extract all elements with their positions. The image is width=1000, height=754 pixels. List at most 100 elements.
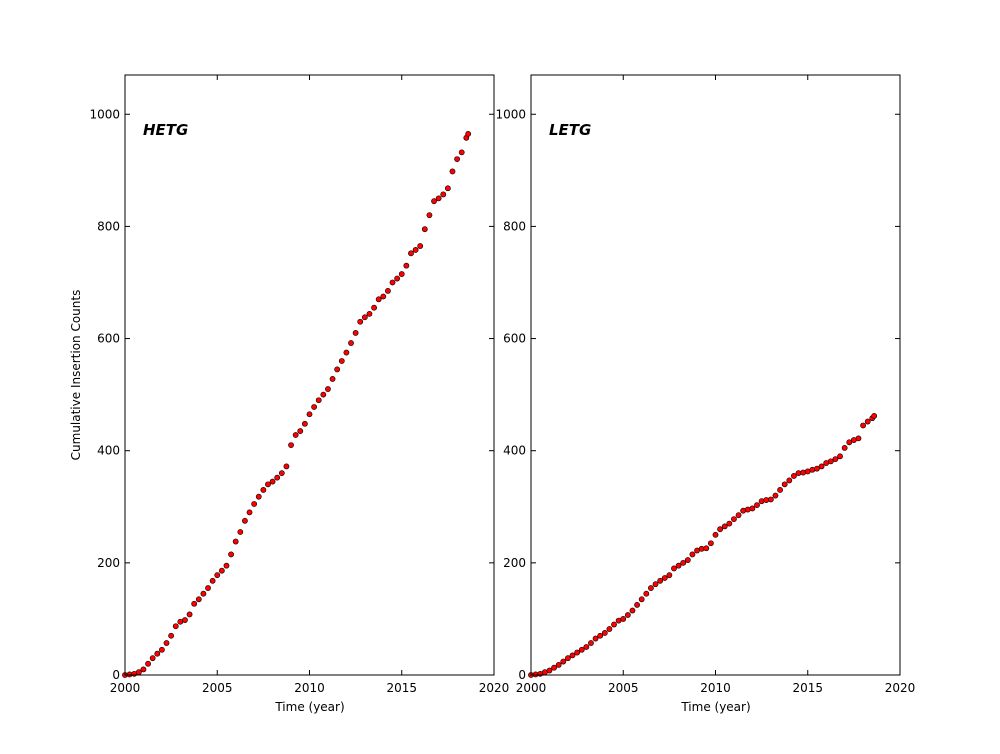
data-point (661, 575, 668, 581)
data-point (551, 664, 557, 671)
data-point (791, 473, 797, 479)
data-point (855, 435, 862, 442)
data-point (352, 330, 359, 336)
data-point (546, 667, 553, 674)
data-point (426, 212, 433, 219)
data-point (251, 501, 258, 507)
data-point (871, 413, 878, 419)
data-point (195, 596, 202, 603)
x-tick-label: 2000 (516, 681, 547, 695)
y-tick-label: 0 (518, 668, 526, 682)
data-point (163, 640, 170, 646)
data-point (827, 458, 834, 465)
data-point (246, 509, 253, 516)
data-point (440, 191, 447, 198)
data-point (818, 463, 825, 470)
data-point (652, 581, 659, 588)
data-point (288, 442, 294, 448)
data-point (449, 168, 456, 175)
data-point (158, 646, 165, 653)
x-tick-label: 2000 (110, 681, 141, 695)
x-tick-label: 2020 (885, 681, 916, 695)
data-point (814, 465, 820, 472)
data-point (255, 493, 262, 500)
data-point (583, 644, 590, 650)
y-tick-label: 1000 (495, 107, 526, 121)
data-point (634, 602, 640, 608)
data-point (366, 310, 373, 317)
data-point (325, 386, 331, 392)
data-point (205, 585, 211, 591)
data-point (398, 271, 405, 277)
data-point (394, 275, 401, 282)
data-point (348, 340, 354, 346)
data-point (140, 666, 147, 673)
data-point (135, 669, 142, 676)
data-point (560, 658, 567, 665)
data-point (675, 562, 682, 569)
data-point (712, 531, 719, 538)
data-point (408, 250, 414, 257)
data-point (731, 516, 737, 523)
data-point (629, 607, 636, 614)
data-point (749, 505, 756, 512)
y-tick-label: 0 (112, 668, 120, 682)
data-point (735, 512, 742, 519)
data-point (297, 428, 304, 434)
data-point (389, 279, 396, 286)
panel-hetg: HETG Time (year) Cumulative Insertion Co… (69, 74, 510, 714)
data-point (772, 492, 779, 499)
data-point (454, 156, 460, 163)
data-point (172, 623, 179, 630)
data-point (145, 660, 151, 667)
data-point (385, 287, 391, 294)
data-point (671, 565, 677, 572)
y-tick-label: 800 (503, 219, 526, 233)
data-point (767, 496, 774, 503)
data-point (601, 630, 608, 636)
data-point (269, 478, 276, 485)
data-point (754, 502, 760, 508)
y-tick-label: 200 (97, 556, 120, 570)
data-point (777, 487, 783, 493)
x-tick-label: 2015 (386, 681, 417, 695)
data-point (371, 304, 377, 311)
data-point (218, 567, 225, 574)
data-point (832, 456, 839, 463)
x-tick-label: 2020 (479, 681, 510, 695)
x-tick-label: 2005 (608, 681, 639, 695)
data-point (620, 616, 627, 622)
data-point (611, 621, 617, 628)
data-point (431, 198, 437, 205)
data-point (781, 481, 788, 488)
data-point (624, 612, 631, 618)
data-point (555, 662, 562, 668)
y-tick-label: 600 (503, 332, 526, 346)
data-point (458, 149, 465, 156)
x-tick-label: 2010 (294, 681, 325, 695)
data-point (361, 314, 368, 321)
data-point (703, 545, 710, 552)
data-point (574, 649, 581, 656)
data-point (265, 481, 271, 488)
data-point (841, 444, 848, 451)
data-point (214, 572, 221, 579)
data-point (592, 635, 599, 642)
data-point (154, 650, 161, 657)
y-tick-label: 400 (503, 444, 526, 458)
data-point (311, 404, 318, 410)
data-point (223, 562, 230, 569)
data-point (375, 296, 382, 303)
panel-title: HETG (143, 121, 188, 139)
y-tick-label: 600 (97, 332, 120, 346)
data-point (334, 366, 341, 373)
data-point (578, 646, 585, 653)
y-axis-label: Cumulative Insertion Counts (69, 290, 83, 461)
data-point (380, 293, 387, 300)
data-point (707, 540, 714, 547)
data-point (680, 559, 687, 566)
x-axis-label: Time (year) (680, 700, 750, 714)
data-point (684, 557, 691, 563)
data-point (329, 376, 336, 382)
